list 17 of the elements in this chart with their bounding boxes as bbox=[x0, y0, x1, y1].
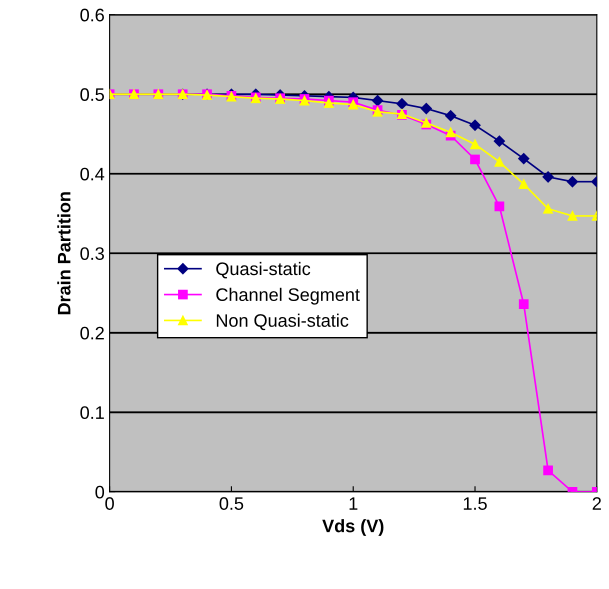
legend-label: Non Quasi-static bbox=[216, 314, 348, 330]
x-tick-label: 0 bbox=[105, 497, 114, 510]
x-tick-label: 1 bbox=[350, 497, 358, 510]
x-axis-title: Vds (V) bbox=[322, 519, 384, 536]
legend-label: Quasi-static bbox=[216, 262, 310, 278]
y-axis-title: Drain Partition bbox=[57, 192, 71, 314]
x-tick-label: 0.5 bbox=[220, 497, 244, 510]
x-tick-label: 2 bbox=[592, 497, 601, 510]
x-tick-label: 1.5 bbox=[464, 497, 487, 510]
y-tick-label: 0.6 bbox=[80, 8, 104, 22]
y-tick-label: 0 bbox=[95, 486, 104, 499]
y-tick-label: 0.3 bbox=[80, 247, 104, 260]
legend-label: Channel Segment bbox=[216, 288, 360, 305]
y-tick-label: 0.2 bbox=[80, 326, 104, 340]
y-tick-label: 0.5 bbox=[80, 88, 104, 101]
y-tick-label: 0.4 bbox=[80, 168, 104, 180]
y-tick-label: 0.1 bbox=[80, 406, 104, 420]
